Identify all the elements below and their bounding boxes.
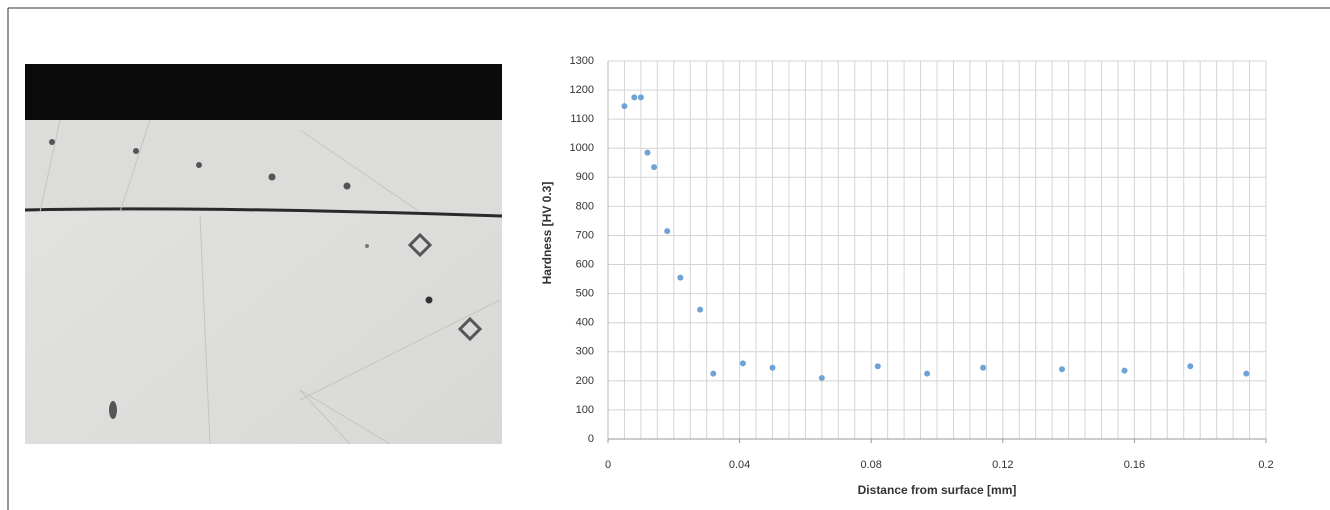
y-tick-label: 1300 (570, 55, 594, 67)
data-point (769, 364, 776, 371)
data-point (644, 149, 651, 156)
data-point (818, 374, 825, 381)
x-tick-label: 0.08 (860, 459, 881, 471)
x-axis-label: Distance from surface [mm] (858, 483, 1017, 497)
data-point (637, 94, 644, 101)
x-tick-label: 0.16 (1124, 459, 1145, 471)
y-tick-label: 1100 (570, 113, 594, 125)
data-point (1059, 366, 1066, 373)
y-tick-label: 1200 (570, 84, 594, 96)
y-axis-label: Hardness [HV 0.3] (540, 182, 554, 285)
data-point (631, 94, 638, 101)
x-tick-label: 0.12 (992, 459, 1013, 471)
data-point (980, 364, 987, 371)
data-point (1187, 363, 1194, 370)
micrograph (24, 64, 503, 445)
y-tick-label: 600 (576, 258, 594, 270)
y-tick-label: 0 (588, 433, 594, 445)
data-point (651, 164, 658, 171)
data-point (1243, 370, 1250, 377)
data-point (924, 370, 931, 377)
y-tick-label: 300 (576, 346, 594, 358)
y-tick-label: 700 (576, 229, 594, 241)
x-tick-label: 0.04 (729, 459, 750, 471)
data-point (874, 363, 881, 370)
y-tick-label: 800 (576, 200, 594, 212)
y-tick-label: 1000 (570, 142, 594, 154)
y-tick-label: 100 (576, 404, 594, 416)
data-point (739, 360, 746, 367)
data-point (697, 306, 704, 313)
data-point (621, 103, 628, 110)
x-tick-label: 0.2 (1258, 459, 1273, 471)
data-point (710, 370, 717, 377)
data-point (1121, 367, 1128, 374)
x-tick-label: 0 (605, 459, 611, 471)
y-tick-label: 500 (576, 288, 594, 300)
y-tick-label: 200 (576, 375, 594, 387)
y-tick-label: 400 (576, 317, 594, 329)
data-point (664, 228, 671, 235)
data-point (677, 274, 684, 281)
y-tick-label: 900 (576, 171, 594, 183)
